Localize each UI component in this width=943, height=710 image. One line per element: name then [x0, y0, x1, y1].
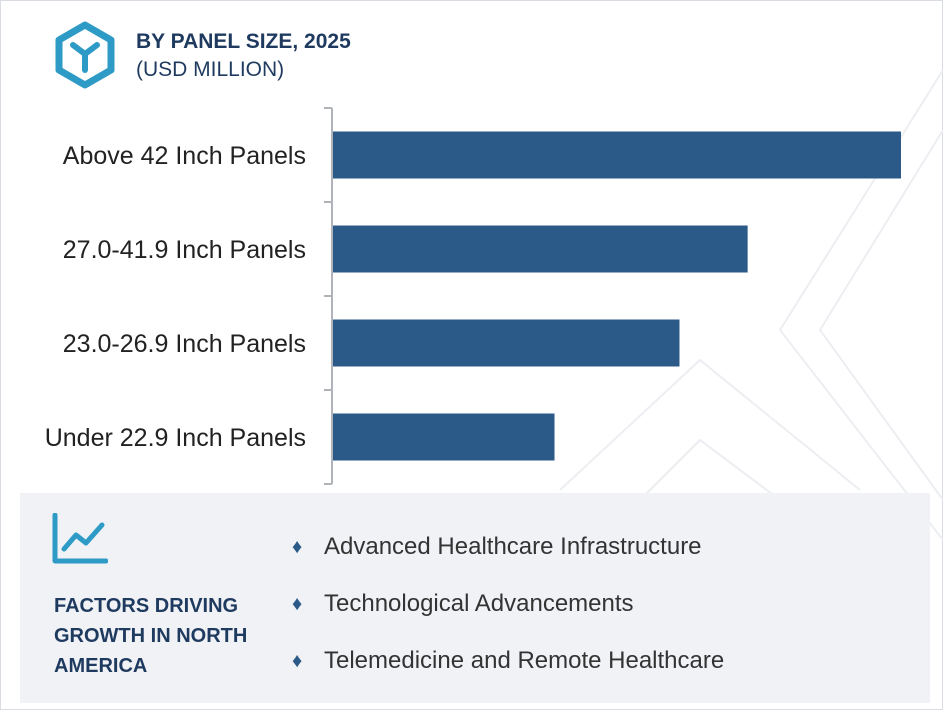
cube-logo-icon [55, 21, 115, 89]
category-label: 23.0-26.9 Inch Panels [63, 330, 306, 358]
category-label: 27.0-41.9 Inch Panels [63, 236, 306, 264]
diamond-bullet-icon: ♦ [292, 536, 303, 558]
diamond-bullet-icon: ♦ [292, 593, 303, 615]
chart-subtitle: (USD MILLION) [136, 58, 285, 81]
bar-chart: Above 42 Inch Panels 27.0-41.9 Inch Panel… [45, 107, 901, 485]
factor-text: Telemedicine and Remote Healthcare [324, 647, 725, 674]
factor-item: ♦ Advanced Healthcare Infrastructure [292, 533, 724, 590]
trend-chart-icon [52, 513, 108, 564]
bar [333, 413, 555, 461]
factor-text: Advanced Healthcare Infrastructure [324, 533, 702, 560]
category-label: Under 22.9 Inch Panels [45, 424, 306, 452]
category-label: Above 42 Inch Panels [63, 142, 306, 170]
factor-item: ♦ Telemedicine and Remote Healthcare [292, 647, 724, 704]
factor-item: ♦ Technological Advancements [292, 590, 724, 647]
diamond-bullet-icon: ♦ [292, 650, 303, 672]
chart-title: BY PANEL SIZE, 2025 [136, 30, 351, 53]
factor-list: ♦ Advanced Healthcare Infrastructure ♦ T… [292, 533, 724, 704]
factors-title: FACTORS DRIVING GROWTH IN NORTH AMERICA [54, 595, 248, 677]
bar [333, 225, 748, 273]
factor-text: Technological Advancements [324, 590, 634, 617]
factors-panel: FACTORS DRIVING GROWTH IN NORTH AMERICA … [20, 493, 930, 703]
bar [333, 319, 680, 367]
bar [333, 131, 901, 179]
